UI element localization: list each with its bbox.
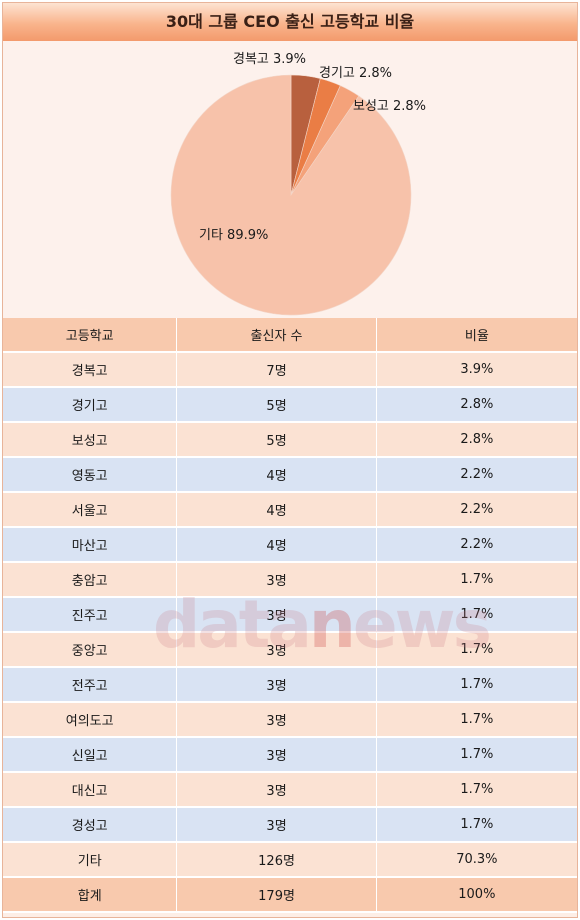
school-cell: 진주고	[3, 598, 178, 633]
count-cell: 4명	[177, 458, 377, 493]
school-cell: 중앙고	[3, 633, 178, 668]
count-cell: 3명	[177, 598, 377, 633]
pie-label-2: 경기고 2.8%	[319, 66, 392, 81]
table-row: 여의도고 3명 1.7%	[3, 703, 577, 738]
table-row: 중앙고 3명 1.7%	[3, 633, 577, 668]
ratio-cell: 1.7%	[376, 563, 577, 598]
pie-slice-4	[170, 74, 412, 316]
table-row: 마산고 4명 2.2%	[3, 528, 577, 563]
ratio-cell: 70.3%	[376, 843, 577, 878]
school-cell: 신일고	[3, 738, 178, 773]
school-cell: 대신고	[3, 773, 178, 808]
count-cell: 126명	[177, 843, 377, 878]
ratio-cell: 1.7%	[376, 773, 577, 808]
ratio-cell: 1.7%	[376, 703, 577, 738]
ratio-cell: 3.9%	[376, 353, 577, 388]
school-cell: 여의도고	[3, 703, 178, 738]
table-row: 진주고 3명 1.7%	[3, 598, 577, 633]
school-cell: 충암고	[3, 563, 178, 598]
ratio-cell: 2.2%	[376, 528, 577, 563]
ratio-cell: 2.2%	[376, 493, 577, 528]
school-cell: 고등학교	[3, 318, 178, 353]
ratio-cell: 100%	[376, 878, 577, 913]
count-cell: 5명	[177, 388, 377, 423]
table-row: 전주고 3명 1.7%	[3, 668, 577, 703]
pie-chart-area: 경복고 3.9% 경기고 2.8% 보성고 2.8% 기타 89.9%	[3, 41, 577, 318]
table-row: 보성고 5명 2.8%	[3, 423, 577, 458]
table-row: 충암고 3명 1.7%	[3, 563, 577, 598]
count-cell: 출신자 수	[177, 318, 377, 353]
school-cell: 전주고	[3, 668, 178, 703]
school-cell: 기타	[3, 843, 178, 878]
table-header-row: 고등학교 출신자 수 비율	[3, 318, 577, 353]
count-cell: 3명	[177, 703, 377, 738]
ratio-cell: 2.8%	[376, 388, 577, 423]
count-cell: 5명	[177, 423, 377, 458]
school-cell: 마산고	[3, 528, 178, 563]
ratio-cell: 1.7%	[376, 738, 577, 773]
school-cell: 보성고	[3, 423, 178, 458]
table-row: 신일고 3명 1.7%	[3, 738, 577, 773]
pie-label-3: 보성고 2.8%	[353, 99, 426, 114]
table-row: 경기고 5명 2.8%	[3, 388, 577, 423]
table-row: 경복고 7명 3.9%	[3, 353, 577, 388]
school-cell: 경복고	[3, 353, 178, 388]
ratio-cell: 2.2%	[376, 458, 577, 493]
count-cell: 3명	[177, 773, 377, 808]
count-cell: 3명	[177, 633, 377, 668]
count-cell: 3명	[177, 563, 377, 598]
school-cell: 경기고	[3, 388, 178, 423]
table-total-row: 합계 179명 100%	[3, 878, 577, 913]
school-cell: 영동고	[3, 458, 178, 493]
school-cell: 경성고	[3, 808, 178, 843]
ratio-cell: 2.8%	[376, 423, 577, 458]
count-cell: 4명	[177, 493, 377, 528]
table-row: 대신고 3명 1.7%	[3, 773, 577, 808]
ratio-cell: 1.7%	[376, 633, 577, 668]
table-row: 영동고 4명 2.2%	[3, 458, 577, 493]
count-cell: 4명	[177, 528, 377, 563]
ratio-cell: 비율	[376, 318, 577, 353]
ratio-cell: 1.7%	[376, 598, 577, 633]
table-row: 경성고 3명 1.7%	[3, 808, 577, 843]
table-row: 기타 126명 70.3%	[3, 843, 577, 878]
count-cell: 3명	[177, 738, 377, 773]
count-cell: 3명	[177, 808, 377, 843]
ratio-cell: 1.7%	[376, 808, 577, 843]
table-row: 서울고 4명 2.2%	[3, 493, 577, 528]
school-cell: 서울고	[3, 493, 178, 528]
school-cell: 합계	[3, 878, 178, 913]
count-cell: 3명	[177, 668, 377, 703]
chart-title: 30대 그룹 CEO 출신 고등학교 비율	[3, 3, 577, 41]
count-cell: 7명	[177, 353, 377, 388]
count-cell: 179명	[177, 878, 377, 913]
pie-chart: 경복고 3.9% 경기고 2.8% 보성고 2.8% 기타 89.9%	[170, 52, 426, 316]
ratio-cell: 1.7%	[376, 668, 577, 703]
pie-label-1: 경복고 3.9%	[233, 52, 306, 67]
pie-label-4: 기타 89.9%	[199, 228, 268, 243]
